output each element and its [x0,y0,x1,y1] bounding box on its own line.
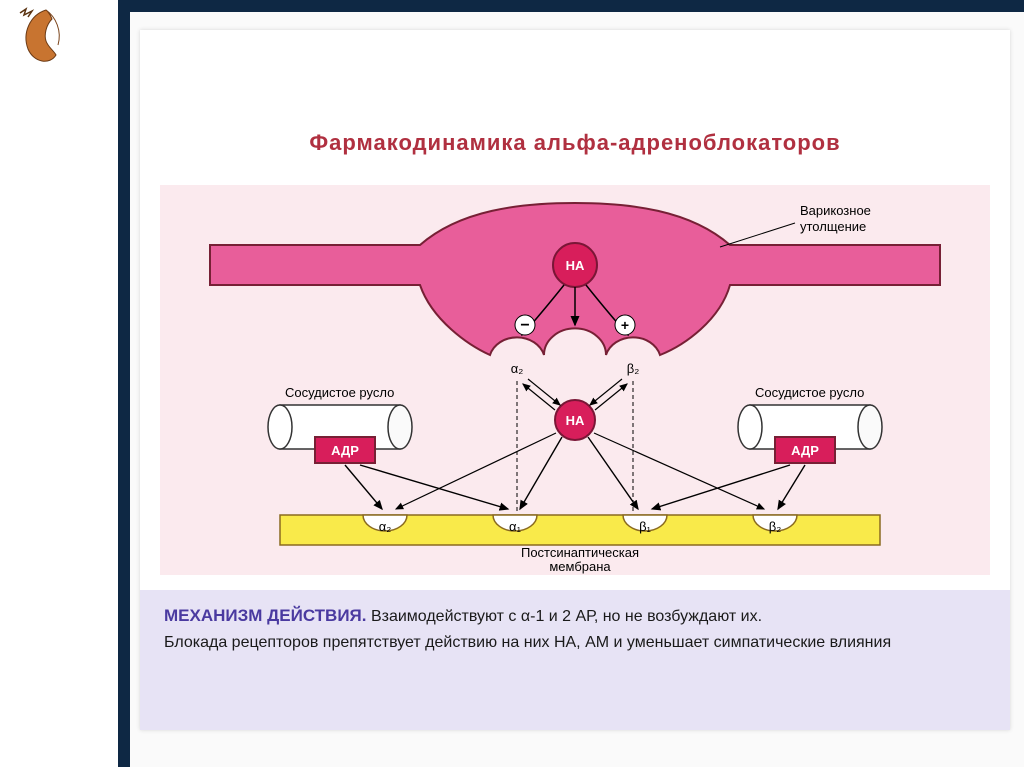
mechanism-text-1: Взаимодействуют с α-1 и 2 АР, но не возб… [371,608,762,625]
varicose-label-2: утолщение [800,219,866,234]
arrow-adrL-alpha2 [345,465,382,509]
slide: Фармакодинамика альфа-адреноблокаторов В… [140,30,1010,730]
slide-title: Фармакодинамика альфа-адреноблокаторов [215,130,935,156]
leaf-decoration [10,5,82,77]
arrow-naS-alpha1 [520,437,562,509]
arrow-adrR-beta1 [652,465,790,509]
adr-label-left: АДР [331,443,359,458]
rec-beta1: β₁ [639,519,651,534]
varicose-pointer [720,223,795,247]
pharmacodynamics-diagram: Варикозное утолщение НА − + α₂ β₂ [160,185,990,575]
minus-label: − [520,317,529,334]
presyn-alpha2-label: α₂ [511,361,524,376]
arrow-naS-beta1 [588,437,638,509]
mechanism-box: МЕХАНИЗМ ДЕЙСТВИЯ. Взаимодействуют с α-1… [140,590,1010,730]
varicose-label-1: Варикозное [800,203,871,218]
rec-beta2-post: β₂ [769,519,782,534]
postmem-label-1: Постсинаптическая [521,545,639,560]
adr-label-right: АДР [791,443,819,458]
arrow-naS-beta2post [594,433,764,509]
arrow-adrR-beta2 [778,465,805,509]
na-label-synapse: НА [566,413,585,428]
presyn-beta2-label: β₂ [627,361,640,376]
outer-frame: Фармакодинамика альфа-адреноблокаторов В… [0,0,1024,767]
vessel-left-label: Сосудистое русло [285,385,394,400]
arrow-naS-alpha2post [396,433,556,509]
diagram-area: Варикозное утолщение НА − + α₂ β₂ [160,185,990,575]
na-label-upper: НА [566,258,585,273]
vessel-right-label: Сосудистое русло [755,385,864,400]
plus-label: + [621,317,629,333]
arrow-adrL-alpha1 [360,465,508,509]
rec-alpha1: α₁ [509,519,522,534]
postmem-label-2: мембрана [549,559,611,574]
mechanism-text-2: Блокада рецепторов препятствует действию… [164,632,986,654]
rec-alpha2: α₂ [379,519,392,534]
mechanism-heading: МЕХАНИЗМ ДЕЙСТВИЯ. [164,606,367,625]
